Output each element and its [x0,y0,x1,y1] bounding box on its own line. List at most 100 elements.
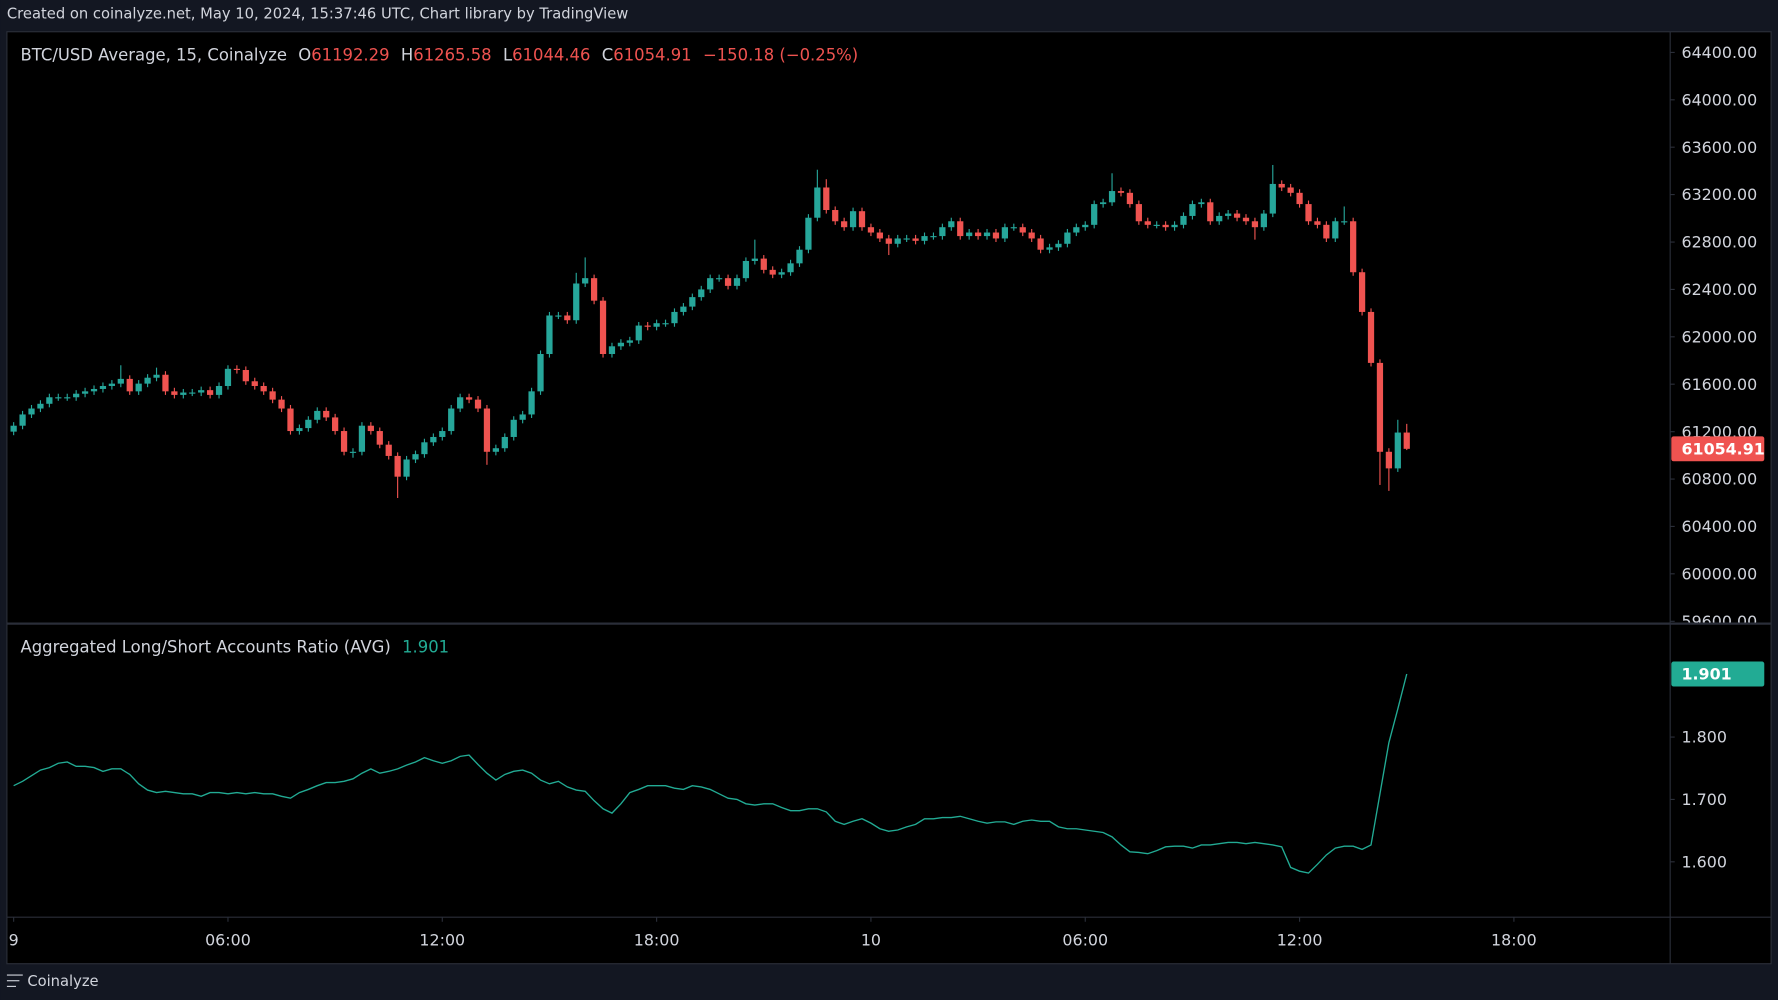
candle-body [823,187,830,211]
candle-body [1126,192,1134,205]
candle-body [224,368,232,387]
candle-body [144,377,151,384]
candle-body [751,258,758,261]
candle-body [81,391,89,394]
candle-body [1287,187,1294,193]
candle-body [930,236,937,238]
y-tick-label: 62800.00 [1682,233,1758,252]
candle-body [573,283,580,321]
legend-label: L [503,45,513,64]
y-tick-label: 62400.00 [1682,280,1758,299]
candle-body [974,232,982,237]
legend: BTC/USD Average, 15, Coinalyze O61192.29 H… [21,45,859,64]
candle-body [689,297,696,307]
candle-body [171,391,178,395]
x-tick-label: 12:00 [1277,931,1323,950]
x-tick-label: 06:00 [205,931,251,950]
candle-body [760,258,767,270]
x-tick-label: 06:00 [1062,931,1108,950]
candle-body [582,278,589,284]
candle-body [832,210,839,222]
candle-body [269,391,276,400]
candle-body [1144,221,1151,225]
candle-body [742,260,750,279]
candle-body [233,368,241,371]
candle-body [358,425,366,452]
candle-body [340,431,348,452]
price-tag-label: 61054.91 [1682,439,1765,458]
price-tag-label: 1.901 [1682,665,1732,684]
candle-body [716,278,723,280]
candle-body [1242,217,1250,222]
candle-body [885,238,892,244]
candle-body [501,436,508,449]
candle-body [332,417,339,432]
candle-body [510,419,517,437]
ratio-line [13,673,1408,874]
candle-body [1046,247,1053,250]
candle-body [1010,227,1017,229]
candle-body [465,397,473,400]
candle-body [1189,204,1196,216]
candle-body [153,374,160,378]
candle-body [724,278,732,286]
candle-body [421,442,428,455]
candle-body [135,383,142,392]
x-tick-label: 12:00 [419,931,465,950]
candle-body [242,370,249,382]
candle-body [448,408,455,432]
indicator-title: Aggregated Long/Short Accounts Ratio (AV… [21,637,391,656]
candle-body [37,403,44,409]
candle-body [1358,272,1366,312]
candles [10,164,1410,499]
candle-body [126,378,133,392]
candle-body [599,300,607,355]
candle-body [1394,432,1401,469]
candle-body [921,236,928,241]
candle-body [1269,183,1276,214]
candle-body [287,408,294,432]
candle-body [99,386,107,389]
candle-body [707,278,714,290]
candle-body [403,459,410,477]
candle-body [1278,183,1285,188]
legend-close: 61054.91 [613,45,691,64]
candle-body [948,221,955,228]
candle-body [814,187,821,218]
x-tick-label: 9 [9,931,19,950]
candle-body [394,455,401,477]
candle-body [796,249,803,264]
candle-body [189,392,196,394]
candle-body [483,408,491,452]
y-axis: 1.600 1.700 1.800 [1670,728,1727,871]
candle-body [1117,191,1125,193]
candle-body [1233,213,1241,218]
candle-body [849,211,857,228]
candle-body [474,399,482,409]
candle-body [1341,221,1348,223]
candle-body [903,238,910,240]
candle-body [1198,202,1205,205]
candle-body [1135,204,1142,222]
candle-body [617,342,625,347]
y-tick-label: 1.600 [1682,852,1727,871]
candle-body [73,393,80,398]
candle-body [457,397,464,409]
candle-body [1108,191,1116,203]
candle-body [983,232,991,237]
candle-body [546,315,553,355]
legend-low: 61044.46 [512,45,590,64]
price-tag [1671,436,1765,462]
candle-body [1225,213,1232,216]
candle-body [1064,232,1071,244]
legend-high: 61265.58 [413,45,491,64]
brand-name: Coinalyze [27,973,98,990]
candle-body [376,431,383,445]
candle-body [10,425,17,432]
candle-body [1403,432,1410,449]
candle-body [1314,221,1321,225]
candle-body [805,217,812,250]
candle-body [1162,224,1169,228]
candle-body [1376,362,1384,452]
